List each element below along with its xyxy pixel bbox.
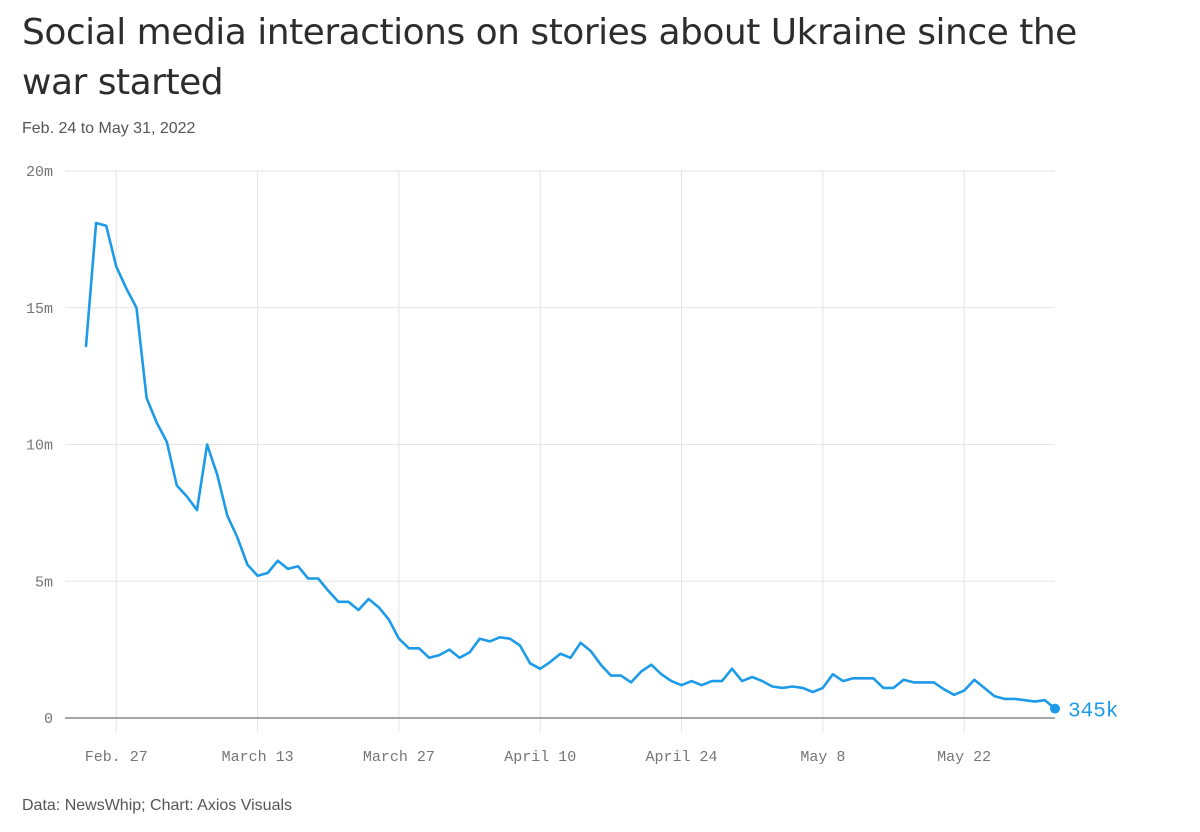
- y-tick-label: 0: [44, 711, 53, 728]
- y-tick-label: 10m: [26, 438, 53, 455]
- chart-title: Social media interactions on stories abo…: [22, 12, 1077, 103]
- series-line: [84, 221, 1057, 710]
- x-tick-label: Feb. 27: [85, 749, 148, 766]
- series-layer: 345k: [84, 221, 1118, 724]
- x-tick-label: March 13: [222, 749, 294, 766]
- x-tick-label: March 27: [363, 749, 435, 766]
- axes: 0 5m 10m 15m 20m Feb. 27 March 13 March 27 April…: [26, 164, 1055, 766]
- end-value-label: 345k: [1068, 701, 1118, 724]
- y-tick-label: 5m: [35, 574, 53, 591]
- x-tick-label: April 24: [646, 749, 718, 766]
- y-tick-label: 15m: [26, 301, 53, 318]
- line-chart: 0 5m 10m 15m 20m Feb. 27 March 13 March 27 April…: [26, 164, 1118, 766]
- x-tick-label: May 22: [937, 749, 991, 766]
- gridlines: [65, 170, 1055, 732]
- source-note: Data: NewsWhip; Chart: Axios Visuals: [22, 797, 293, 814]
- chart-subtitle: Feb. 24 to May 31, 2022: [22, 120, 196, 137]
- x-tick-label: April 10: [504, 749, 576, 766]
- y-tick-label: 20m: [26, 164, 53, 181]
- end-point-marker: [1050, 703, 1060, 714]
- x-tick-label: May 8: [800, 749, 845, 766]
